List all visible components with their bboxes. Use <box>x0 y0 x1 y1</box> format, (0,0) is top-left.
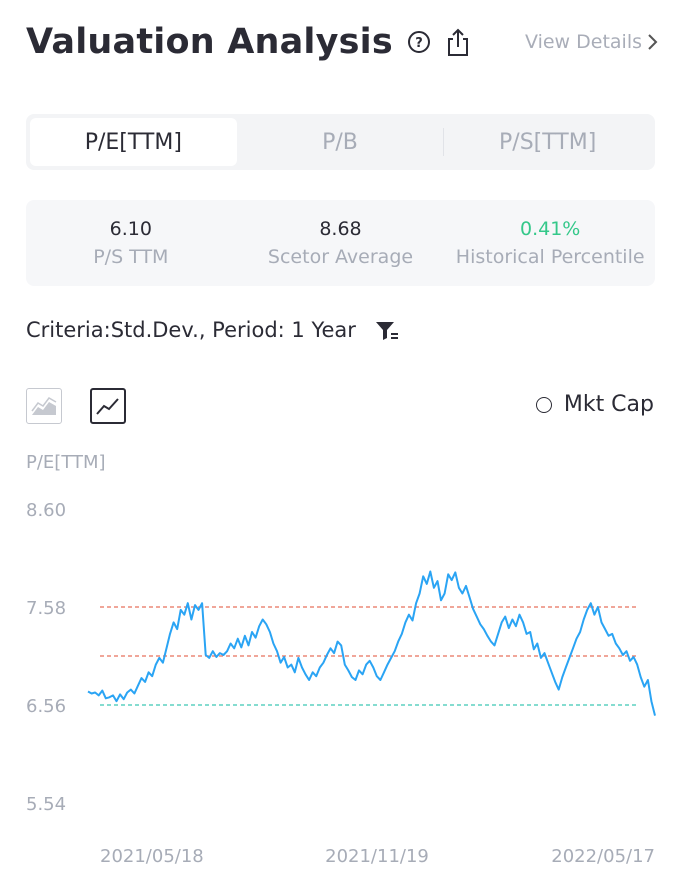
stats-panel: 6.10 P/S TTM 8.68 Scetor Average 0.41% H… <box>26 200 655 286</box>
criteria-row[interactable]: Criteria:Std.Dev., Period: 1 Year <box>26 312 400 348</box>
chart-type-toggle <box>26 388 126 424</box>
page-title: Valuation Analysis <box>26 22 393 62</box>
area-chart-icon[interactable] <box>26 388 62 424</box>
view-details-label: View Details <box>525 31 642 53</box>
chart-svg: 8.60 7.58 6.56 5.54 2021/05/18 2021/11/19 2022… <box>26 500 656 867</box>
stat-value: 0.41% <box>520 218 581 240</box>
criteria-text: Criteria:Std.Dev., Period: 1 Year <box>26 318 356 342</box>
stat-label: P/S TTM <box>93 246 169 268</box>
metric-tabs: P/E[TTM] P/B P/S[TTM] <box>26 114 655 170</box>
tab-pb[interactable]: P/B <box>322 129 358 155</box>
y-tick-label: 7.58 <box>26 598 66 619</box>
svg-text:?: ? <box>415 36 423 51</box>
header: Valuation Analysis ? View Details <box>26 14 658 70</box>
y-axis-title: P/E[TTM] <box>26 452 106 473</box>
y-tick-label: 6.56 <box>26 696 66 717</box>
stat-value: 6.10 <box>109 218 152 240</box>
radio-icon[interactable] <box>535 396 552 413</box>
x-tick-label: 2021/05/18 <box>100 846 204 867</box>
question-circle-icon[interactable]: ? <box>407 30 431 54</box>
mkt-cap-label: Mkt Cap <box>563 392 654 417</box>
tab-divider <box>443 128 445 156</box>
stat-sector-average: 8.68 Scetor Average <box>236 200 446 286</box>
view-details-link[interactable]: View Details <box>525 31 658 53</box>
stat-value: 8.68 <box>319 218 362 240</box>
filter-icon[interactable] <box>374 318 400 342</box>
x-tick-label: 2022/05/17 <box>551 846 655 867</box>
chevron-right-icon <box>648 34 658 50</box>
series-line <box>87 570 656 716</box>
share-icon[interactable] <box>445 27 471 57</box>
y-tick-label: 8.60 <box>26 500 66 521</box>
mkt-cap-toggle[interactable]: Mkt Cap <box>535 392 654 417</box>
stat-ps-ttm: 6.10 P/S TTM <box>26 200 236 286</box>
stat-historical-percentile: 0.41% Historical Percentile <box>445 200 655 286</box>
x-tick-label: 2021/11/19 <box>325 846 429 867</box>
stat-label: Historical Percentile <box>455 246 645 268</box>
tab-pe-ttm[interactable]: P/E[TTM] <box>30 118 237 166</box>
y-tick-label: 5.54 <box>26 794 66 815</box>
stat-label: Scetor Average <box>267 246 414 268</box>
line-chart-icon[interactable] <box>90 388 126 424</box>
pe-chart: 8.60 7.58 6.56 5.54 2021/05/18 2021/11/19 2022… <box>0 480 680 880</box>
tab-ps-ttm[interactable]: P/S[TTM] <box>499 129 597 155</box>
